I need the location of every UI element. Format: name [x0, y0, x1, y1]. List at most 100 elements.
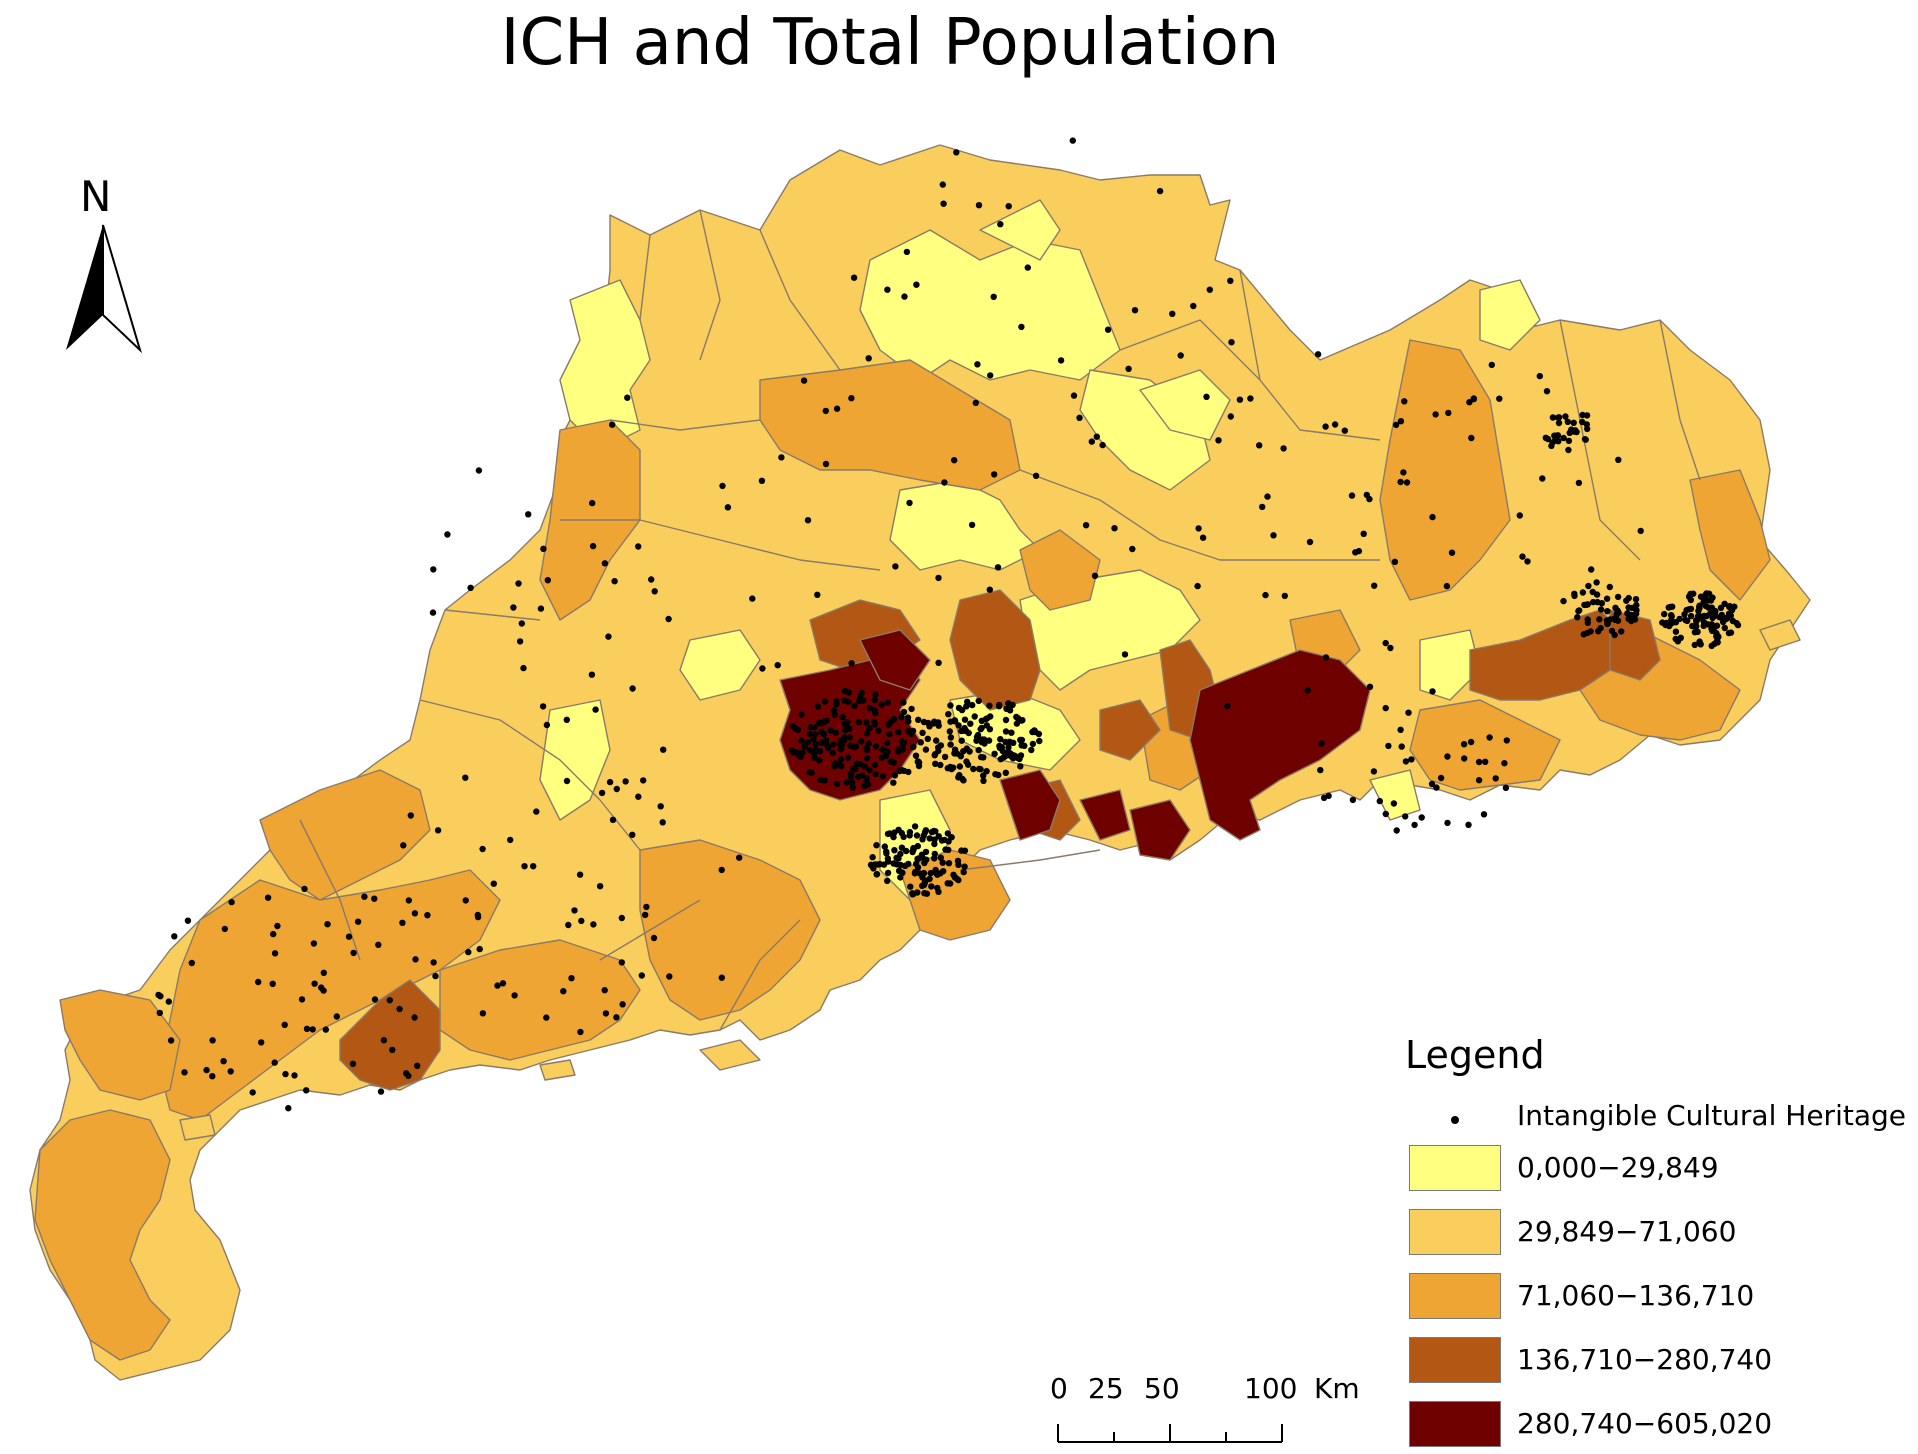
ich-point — [718, 974, 725, 981]
ich-point — [1562, 413, 1569, 420]
ich-point — [871, 696, 878, 704]
ich-point — [909, 727, 917, 735]
ich-point — [1317, 766, 1324, 774]
ich-point — [960, 777, 967, 784]
ich-point — [281, 1021, 288, 1028]
ich-point — [578, 917, 585, 925]
ich-point — [1019, 717, 1026, 724]
ich-point — [913, 832, 921, 839]
ich-point — [1032, 472, 1040, 479]
ich-point — [1002, 738, 1009, 746]
region-c3-l — [639, 839, 821, 1021]
ich-point — [994, 564, 1002, 571]
ich-point — [1281, 592, 1289, 600]
ich-point — [821, 698, 829, 705]
ich-point — [917, 739, 924, 746]
ich-point — [1727, 612, 1735, 619]
region-c4-b — [949, 589, 1041, 711]
ich-point — [996, 701, 1003, 709]
ich-point — [1280, 445, 1287, 452]
ich-point — [845, 698, 852, 705]
ich-point — [964, 698, 971, 705]
ich-point — [156, 1009, 163, 1017]
ich-point — [908, 705, 915, 713]
ich-point — [1400, 469, 1407, 476]
ich-point — [1099, 441, 1106, 449]
ich-point — [1633, 607, 1640, 614]
ich-point — [871, 718, 878, 726]
ich-point — [188, 959, 195, 967]
ich-point — [282, 1070, 289, 1078]
ich-point — [530, 863, 537, 870]
ich-point — [1385, 742, 1392, 750]
ich-point — [814, 591, 821, 598]
ich-point — [1433, 784, 1440, 791]
ich-point — [1397, 418, 1405, 425]
ich-point — [969, 701, 976, 709]
ich-point — [490, 880, 497, 887]
ich-point — [1002, 728, 1010, 735]
ich-point — [1111, 525, 1118, 532]
ich-point — [411, 1014, 418, 1021]
ich-point — [1588, 566, 1595, 573]
ich-point — [209, 1073, 216, 1080]
ich-point — [1672, 628, 1680, 635]
ich-point — [467, 584, 474, 591]
ich-point — [1727, 629, 1735, 636]
ich-point — [430, 959, 437, 966]
ich-point — [1445, 409, 1452, 417]
ich-point — [857, 761, 864, 768]
ich-point — [1224, 702, 1231, 710]
ich-point — [1700, 599, 1707, 606]
ich-point — [1363, 491, 1371, 499]
ich-point — [887, 758, 895, 765]
ich-point — [1615, 609, 1622, 616]
ich-point — [1468, 434, 1475, 442]
ich-point — [1104, 326, 1112, 333]
ich-point — [1429, 688, 1436, 695]
region-c3-i — [259, 769, 431, 901]
ich-point — [479, 845, 486, 853]
ich-point — [961, 724, 968, 732]
ich-point — [291, 1072, 298, 1079]
ich-point — [1475, 758, 1483, 766]
ich-point — [749, 595, 756, 602]
region-c4-f — [1609, 609, 1661, 681]
ich-point — [602, 1010, 610, 1017]
ich-point — [1467, 738, 1475, 746]
region-c3-h — [1019, 529, 1101, 611]
ich-point — [1568, 426, 1575, 433]
ich-point — [1387, 644, 1394, 652]
ich-point — [939, 859, 946, 866]
ich-point — [950, 871, 957, 878]
ich-point — [932, 828, 939, 835]
legend-label-2: 29,849−71,060 — [1517, 1215, 1737, 1248]
ich-point — [903, 847, 910, 855]
ich-point — [1008, 702, 1015, 709]
ich-point — [638, 972, 645, 979]
ich-point — [430, 566, 437, 573]
ich-point — [227, 1068, 234, 1075]
ich-point — [898, 714, 905, 721]
ich-point — [983, 768, 990, 775]
ich-point — [1672, 635, 1679, 643]
region-c1-c — [559, 279, 651, 451]
ich-point — [643, 903, 650, 911]
ich-point — [349, 1060, 357, 1068]
ich-point — [928, 883, 935, 890]
ich-point — [592, 706, 599, 713]
scale-bar: 0 25 50 100 Km — [1050, 1372, 1360, 1452]
ich-point — [1486, 734, 1493, 741]
ich-point — [1227, 413, 1235, 420]
ich-point — [1195, 525, 1202, 532]
ich-point — [1632, 596, 1640, 603]
ich-point — [1661, 610, 1668, 618]
ich-point — [1177, 352, 1184, 359]
ich-point — [350, 949, 357, 957]
ich-point — [1691, 641, 1699, 649]
ich-point — [1443, 582, 1451, 590]
ich-point — [318, 984, 325, 991]
ich-point — [396, 1005, 403, 1013]
ich-point — [258, 1039, 265, 1046]
ich-point — [986, 586, 993, 593]
